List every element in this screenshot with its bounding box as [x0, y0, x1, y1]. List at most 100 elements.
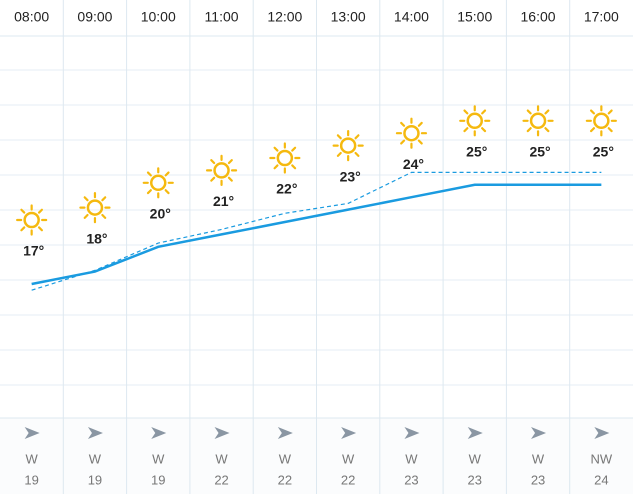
sun-ray [607, 127, 613, 133]
temperature-label: 25° [466, 144, 487, 160]
sun-icon [522, 105, 554, 137]
sun-ray [463, 109, 469, 115]
sun-icon [332, 130, 364, 162]
temperature-label: 20° [150, 206, 171, 222]
wind-arrow [531, 427, 547, 439]
wind-arrow [87, 427, 103, 439]
sun-ray [354, 134, 360, 140]
sun-core [150, 174, 167, 192]
wind-direction: W [215, 451, 228, 466]
sun-icon [205, 154, 238, 186]
hour-label: 08:00 [14, 9, 49, 25]
hour-label: 10:00 [141, 9, 176, 25]
sun-ray [544, 109, 550, 115]
temperature-label: 18° [86, 230, 107, 246]
sun-ray [589, 109, 596, 115]
sun-ray [336, 151, 342, 157]
sun-ray [83, 213, 89, 219]
sun-core [23, 211, 40, 229]
wind-arrow [151, 427, 167, 439]
sun-ray [20, 208, 26, 214]
sun-core [403, 124, 420, 142]
sun-ray [20, 226, 26, 232]
sun-ray [291, 146, 297, 152]
sun-ray [481, 127, 487, 133]
wind-speed: 24 [594, 472, 608, 487]
wind-arrow [341, 427, 357, 439]
temperature-label: 24° [403, 156, 424, 172]
feels-like-line [31, 171, 602, 291]
sun-ray [37, 226, 44, 232]
wind-direction: W [89, 451, 102, 466]
wind-speed: 23 [531, 472, 545, 487]
temperature-label: 25° [529, 144, 550, 160]
wind-speed: 19 [151, 472, 165, 487]
sun-ray [273, 146, 279, 152]
wind-arrow [24, 427, 40, 439]
hour-label: 12:00 [267, 9, 302, 25]
sun-core [529, 112, 547, 130]
sun-ray [227, 176, 233, 182]
sun-core [339, 137, 357, 154]
temperature-label: 22° [276, 181, 297, 197]
hour-label: 11:00 [205, 9, 239, 25]
wind-direction: W [279, 451, 292, 466]
wind-direction: W [342, 451, 355, 466]
wind-arrow [404, 427, 420, 439]
sun-core [213, 162, 230, 179]
hour-label: 17:00 [584, 9, 619, 25]
sun-icon [269, 142, 301, 174]
hour-label: 15:00 [457, 9, 492, 25]
wind-arrow [594, 427, 610, 439]
wind-direction: W [26, 451, 39, 466]
sun-ray [526, 109, 532, 115]
wind-direction: NW [591, 451, 613, 466]
sun-ray [400, 139, 406, 145]
temperature-label: 21° [213, 193, 234, 209]
wind-speed: 22 [278, 472, 292, 487]
wind-speed: 22 [341, 472, 355, 487]
sun-ray [164, 171, 170, 177]
sun-ray [526, 127, 532, 133]
wind-speed: 22 [214, 472, 228, 487]
sun-ray [227, 159, 233, 165]
sun-ray [607, 109, 613, 115]
sun-ray [291, 164, 297, 170]
sun-ray [481, 109, 487, 115]
sun-ray [210, 159, 216, 165]
sun-icon [79, 192, 111, 224]
wind-speed: 23 [468, 472, 482, 487]
wind-direction: W [405, 451, 418, 466]
temperature-label: 25° [593, 144, 614, 160]
sun-ray [101, 196, 107, 202]
temperature-line [31, 183, 602, 286]
hour-label: 13:00 [331, 9, 366, 25]
sun-ray [101, 213, 107, 219]
sun-ray [83, 196, 89, 202]
wind-direction: W [532, 451, 545, 466]
sun-core [86, 199, 104, 216]
temperature-label: 17° [23, 243, 44, 259]
sun-ray [400, 121, 406, 127]
wind-arrow [214, 427, 230, 439]
wind-arrow [277, 427, 293, 439]
sun-icon [459, 105, 491, 137]
sun-ray [589, 127, 596, 133]
sun-ray [544, 127, 550, 133]
sun-icon [395, 117, 428, 149]
sun-icon [142, 167, 174, 199]
sun-ray [37, 208, 44, 214]
sun-ray [273, 164, 279, 170]
wind-direction: W [469, 451, 482, 466]
hour-label: 14:00 [394, 9, 429, 25]
sun-core [466, 112, 483, 130]
sun-ray [417, 121, 423, 127]
wind-speed: 19 [24, 472, 38, 487]
sun-ray [417, 139, 423, 145]
wind-direction: W [152, 451, 165, 466]
hour-label: 09:00 [77, 9, 112, 25]
sun-core [593, 112, 610, 130]
sun-ray [210, 176, 216, 182]
temperature-label: 23° [340, 168, 361, 184]
